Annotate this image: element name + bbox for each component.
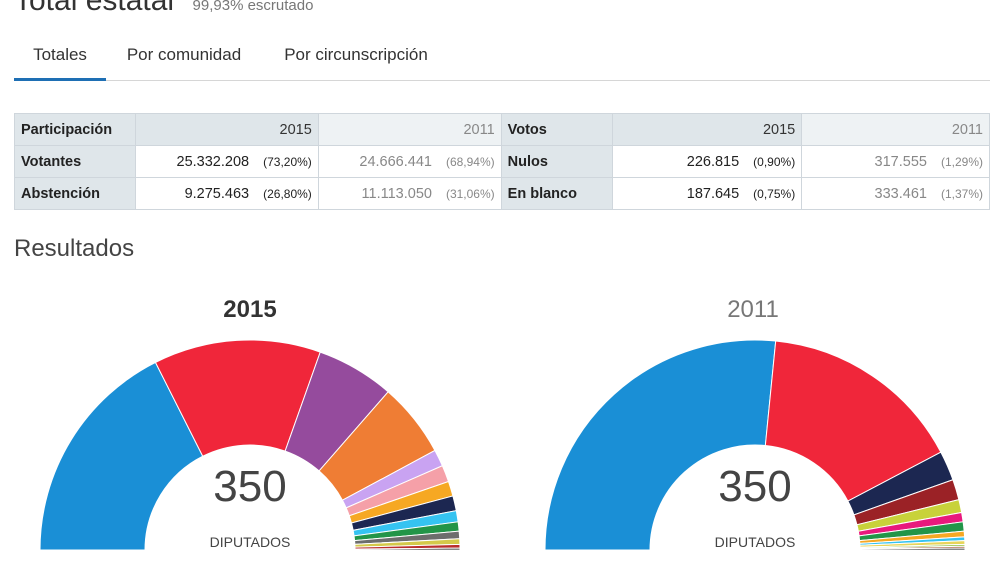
participacion-header: Participación [14,113,136,146]
votos-header: Votos [500,113,614,146]
value-cell: 317.555 (1,29%) [801,145,990,178]
row-label: Nulos [500,145,614,178]
value: 226.815 [686,153,740,170]
table-header-row: Participación 2015 2011 Votos 2015 2011 [14,113,990,146]
value: 25.332.208 [176,153,250,170]
chart-title-2011: 2011 [727,296,779,323]
value-cell: 187.645 (0,75%) [612,177,803,210]
value-cell: 11.113.050 (31,06%) [317,177,502,210]
tab-por-comunidad[interactable]: Por comunidad [126,45,242,64]
value-cell: 24.666.441 (68,94%) [317,145,502,178]
table-row: Votantes 25.332.208 (73,20%) 24.666.441 (6… [14,145,990,178]
participacion-year-2011: 2011 [317,113,502,146]
chart-title-2015: 2015 [223,296,277,323]
tab-bar: Totales Por comunidad Por circunscripció… [14,36,990,81]
page-header: Total estatal 99,93% escrutado [14,0,314,17]
value-cell: 25.332.208 (73,20%) [134,145,319,178]
seat-slice-2015-0[interactable] [39,361,204,551]
percent: (68,94%) [445,154,495,169]
percent: (1,29%) [940,154,983,169]
percent: (31,06%) [445,186,495,201]
row-label: Abstención [14,177,136,210]
row-label: En blanco [500,177,614,210]
participation-table: Participación 2015 2011 Votos 2015 2011 … [14,113,990,210]
value-cell: 9.275.463 (26,80%) [134,177,319,210]
participacion-year-2015: 2015 [134,113,319,146]
results-title: Resultados [14,235,135,262]
percent: (0,90%) [753,154,796,169]
tab-por-circunscripcion[interactable]: Por circunscripción [284,45,428,64]
page-title: Total estatal [14,0,175,17]
value: 187.645 [686,185,740,202]
seat-slice-2011-1[interactable] [764,340,942,502]
tab-totales[interactable]: Totales [14,36,106,81]
seat-total-2011: 350 [718,462,792,511]
seat-chart-2015 [39,339,461,551]
seat-slice-2011-0[interactable] [544,339,777,551]
votos-year-2011: 2011 [801,113,990,146]
percent: (0,75%) [753,186,796,201]
value-cell: 333.461 (1,37%) [801,177,990,210]
value: 11.113.050 [361,185,432,202]
value: 333.461 [874,185,927,202]
percent: (26,80%) [263,186,312,201]
votos-year-2015: 2015 [612,113,803,146]
row-label: Votantes [14,145,136,178]
value: 317.555 [874,153,927,170]
percent: (1,37%) [940,186,983,201]
seat-chart-2011 [544,339,966,551]
seat-slice-2015-1[interactable] [154,339,321,457]
table-row: Abstención 9.275.463 (26,80%) 11.113.050 (… [14,177,990,210]
seat-label-2011: DIPUTADOS [714,534,796,550]
seat-slice-2011-12[interactable] [859,547,966,551]
scrutiny-status: 99,93% escrutado [192,0,314,14]
value: 9.275.463 [184,185,250,202]
seat-label-2015: DIPUTADOS [209,534,291,550]
seat-total-2015: 350 [213,462,287,511]
value: 24.666.441 [359,153,432,170]
seat-slice-2015-13[interactable] [354,547,461,551]
value-cell: 226.815 (0,90%) [612,145,803,178]
percent: (73,20%) [263,154,312,169]
